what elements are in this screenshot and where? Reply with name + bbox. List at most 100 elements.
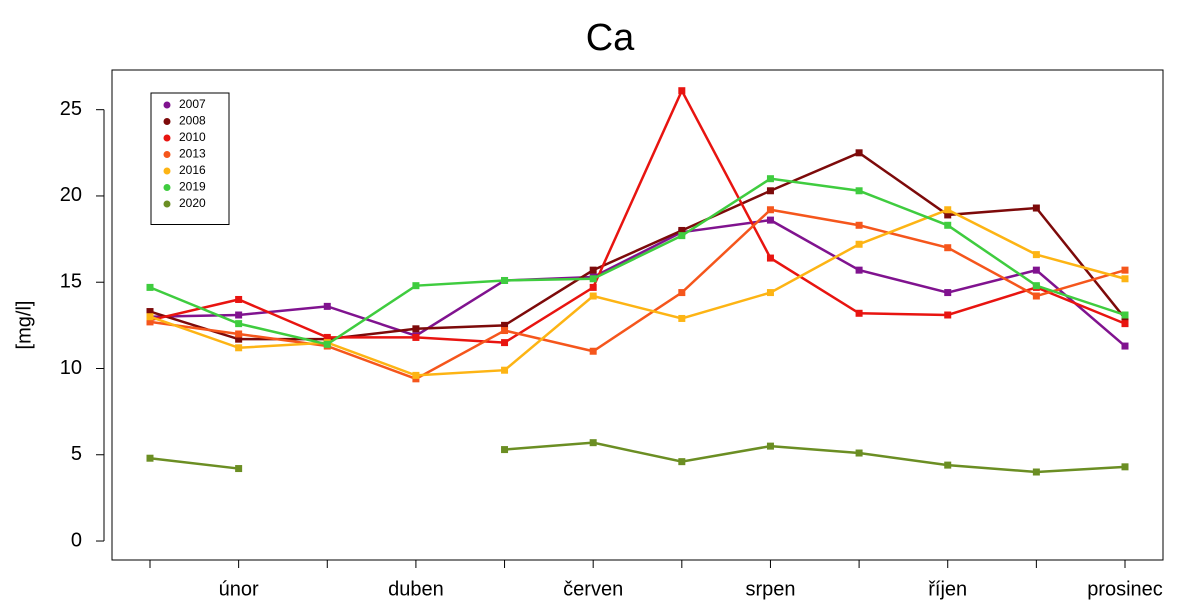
data-point bbox=[235, 330, 243, 338]
series-line bbox=[149, 218, 1126, 348]
legend-marker bbox=[163, 101, 171, 109]
data-point bbox=[412, 371, 420, 379]
data-point bbox=[944, 211, 952, 219]
x-tick-label: prosinec bbox=[1087, 578, 1163, 600]
data-point bbox=[678, 289, 686, 297]
x-tick-label: říjen bbox=[928, 578, 967, 600]
data-point bbox=[766, 442, 774, 450]
data-point bbox=[766, 289, 774, 297]
data-point bbox=[146, 308, 154, 316]
y-tick-label: 5 bbox=[71, 443, 82, 465]
x-tick-label: červen bbox=[563, 578, 623, 600]
series-line bbox=[149, 208, 1126, 377]
plot-box bbox=[111, 69, 1164, 561]
chart-title: Ca bbox=[586, 17, 635, 59]
data-point bbox=[1121, 463, 1129, 471]
data-point bbox=[1032, 468, 1040, 476]
data-point bbox=[855, 240, 863, 248]
data-point bbox=[855, 221, 863, 229]
legend-label: 2010 bbox=[179, 130, 206, 144]
data-point bbox=[944, 244, 952, 252]
data-point bbox=[766, 206, 774, 214]
legend-marker bbox=[163, 167, 171, 175]
data-point bbox=[678, 314, 686, 322]
data-point bbox=[412, 325, 420, 333]
data-point bbox=[766, 254, 774, 262]
data-point bbox=[323, 302, 331, 310]
data-point bbox=[146, 313, 154, 321]
series-line bbox=[149, 208, 1126, 381]
data-point bbox=[855, 309, 863, 317]
data-point bbox=[235, 335, 243, 343]
data-point bbox=[235, 344, 243, 352]
data-point bbox=[146, 454, 154, 462]
data-point bbox=[678, 87, 686, 95]
data-point bbox=[1121, 320, 1129, 328]
data-point bbox=[589, 347, 597, 355]
data-point bbox=[944, 311, 952, 319]
x-tick-label: duben bbox=[388, 578, 444, 600]
data-point bbox=[1121, 342, 1129, 350]
data-point bbox=[235, 465, 243, 473]
legend-label: 2007 bbox=[179, 97, 206, 111]
series-line bbox=[149, 177, 1126, 346]
data-point bbox=[1032, 251, 1040, 259]
data-point bbox=[855, 187, 863, 195]
data-point bbox=[501, 327, 509, 335]
data-point bbox=[855, 149, 863, 157]
data-point bbox=[589, 275, 597, 283]
data-point bbox=[1032, 266, 1040, 274]
legend-label: 2016 bbox=[179, 163, 206, 177]
legend-label: 2008 bbox=[179, 114, 206, 128]
data-point bbox=[678, 232, 686, 240]
data-point bbox=[501, 321, 509, 329]
data-point bbox=[855, 266, 863, 274]
data-point bbox=[235, 311, 243, 319]
series-line bbox=[149, 151, 1126, 341]
data-point bbox=[146, 318, 154, 326]
legend-marker bbox=[163, 134, 171, 142]
data-point bbox=[235, 295, 243, 303]
legend-marker bbox=[163, 118, 171, 125]
data-point bbox=[766, 187, 774, 195]
legend-marker bbox=[163, 184, 171, 191]
data-point bbox=[1121, 266, 1129, 274]
data-point bbox=[855, 449, 863, 457]
y-tick-label: 25 bbox=[60, 98, 82, 120]
data-point bbox=[1032, 204, 1040, 212]
data-point bbox=[323, 340, 331, 348]
y-tick-label: 0 bbox=[71, 529, 82, 551]
data-point bbox=[501, 366, 509, 374]
data-point bbox=[501, 339, 509, 347]
legend-marker bbox=[163, 200, 171, 208]
data-point bbox=[944, 289, 952, 297]
x-tick-label: srpen bbox=[745, 578, 795, 600]
data-point bbox=[944, 206, 952, 214]
series-line bbox=[149, 441, 1126, 474]
data-point bbox=[589, 283, 597, 291]
data-point bbox=[678, 458, 686, 466]
y-tick-label: 20 bbox=[60, 184, 82, 206]
data-point bbox=[1121, 275, 1129, 283]
y-tick-label: 10 bbox=[60, 357, 82, 379]
data-point bbox=[589, 266, 597, 274]
data-point bbox=[1032, 282, 1040, 290]
legend-label: 2020 bbox=[179, 196, 206, 210]
data-point bbox=[766, 175, 774, 183]
data-point bbox=[323, 333, 331, 341]
data-point bbox=[589, 439, 597, 447]
legend-marker bbox=[163, 151, 171, 158]
data-point bbox=[944, 461, 952, 469]
legend-label: 2013 bbox=[179, 147, 206, 161]
y-axis-label: [mg/l] bbox=[13, 301, 35, 350]
data-point bbox=[1121, 311, 1129, 319]
data-point bbox=[589, 292, 597, 300]
y-tick-label: 15 bbox=[60, 270, 82, 292]
data-point bbox=[501, 276, 509, 284]
data-point bbox=[412, 282, 420, 290]
data-point bbox=[235, 320, 243, 328]
data-point bbox=[944, 221, 952, 229]
data-point bbox=[412, 333, 420, 341]
legend-label: 2019 bbox=[179, 180, 206, 194]
